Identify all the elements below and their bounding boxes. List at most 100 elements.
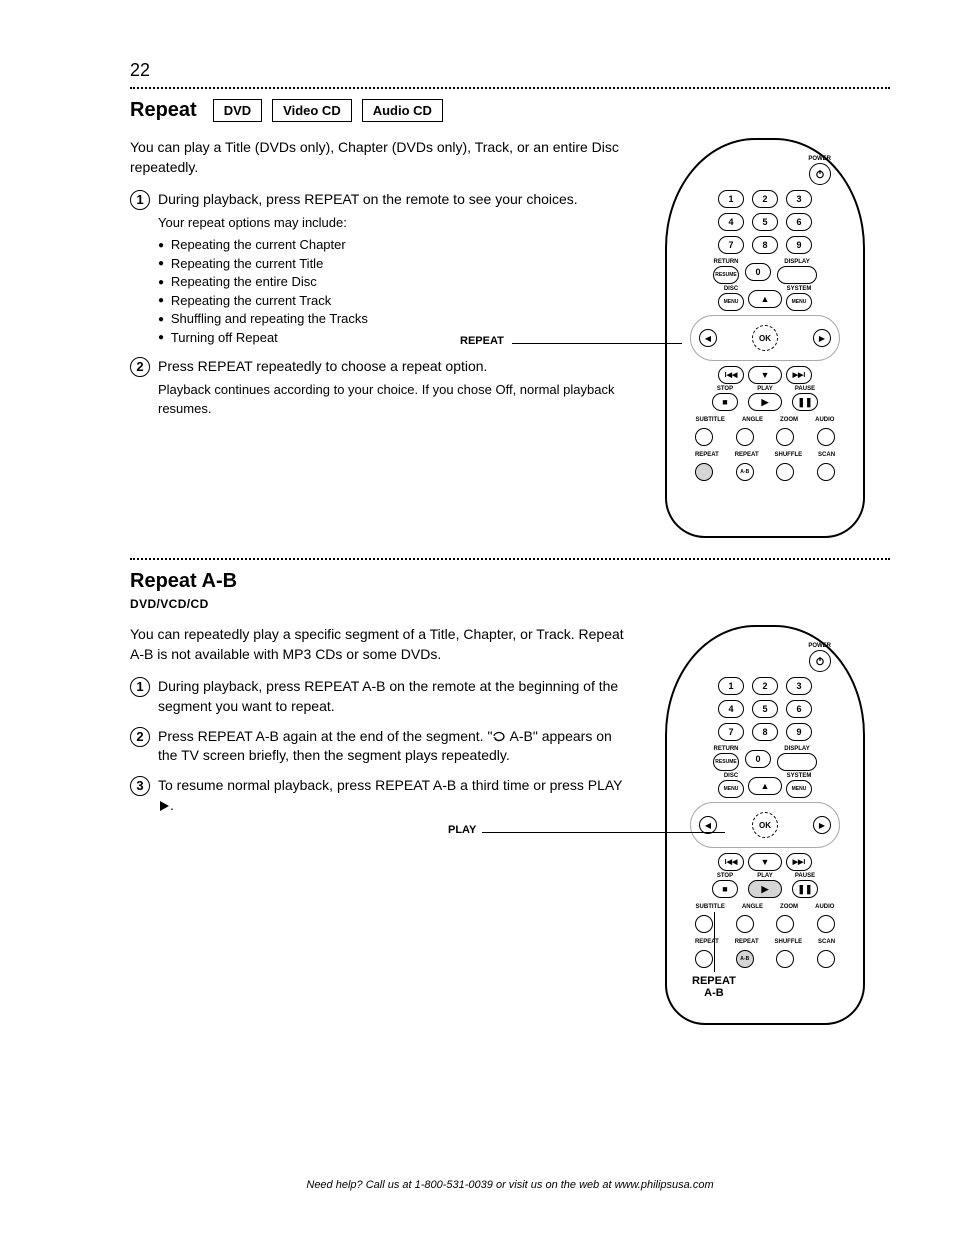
- num-2-button[interactable]: 2: [752, 677, 778, 695]
- power-button[interactable]: [809, 163, 831, 185]
- repeat-ab-icon: [492, 730, 506, 742]
- angle-button[interactable]: [736, 915, 754, 933]
- num-0-button[interactable]: 0: [745, 263, 771, 281]
- return-button[interactable]: RESUME: [713, 266, 739, 284]
- pause-button[interactable]: ❚❚: [792, 393, 818, 411]
- bullet-item: Repeating the current Title: [158, 255, 630, 273]
- down-arrow-button[interactable]: ▼: [748, 366, 782, 384]
- subtitle-button[interactable]: [695, 428, 713, 446]
- ok-button[interactable]: OK: [752, 325, 778, 351]
- section2-step2-text: Press REPEAT A-B again at the end of the…: [158, 727, 630, 767]
- pause-button[interactable]: ❚❚: [792, 880, 818, 898]
- power-label: POWER: [808, 156, 831, 162]
- section1-step2-sub: Playback continues according to your cho…: [158, 381, 630, 418]
- num-1-button[interactable]: 1: [718, 190, 744, 208]
- section2-intro: You can repeatedly play a specific segme…: [130, 625, 630, 665]
- up-arrow-button[interactable]: ▲: [748, 290, 782, 308]
- num-3-button[interactable]: 3: [786, 190, 812, 208]
- nav-pad: ◀OK▶: [690, 802, 840, 848]
- repeat-ab-button[interactable]: A-B: [736, 463, 754, 481]
- audio-button[interactable]: [817, 428, 835, 446]
- bullet-item: Shuffling and repeating the Tracks: [158, 310, 630, 328]
- right-arrow-button[interactable]: ▶: [813, 816, 831, 834]
- section2-step1-text: During playback, press REPEAT A-B on the…: [158, 677, 630, 717]
- bullet-item: Repeating the current Chapter: [158, 236, 630, 254]
- tag-vcd: Video CD: [272, 99, 352, 122]
- play-button[interactable]: ▶: [748, 880, 782, 898]
- power-button[interactable]: [809, 650, 831, 672]
- skip-next-button[interactable]: ▶▶I: [786, 366, 812, 384]
- zoom-button[interactable]: [776, 428, 794, 446]
- page-footer: Need help? Call us at 1-800-531-0039 or …: [130, 1179, 890, 1191]
- display-label: DISPLAY: [784, 746, 809, 752]
- left-arrow-button[interactable]: ◀: [699, 329, 717, 347]
- skip-prev-button[interactable]: I◀◀: [718, 853, 744, 871]
- audio-button[interactable]: [817, 915, 835, 933]
- system-menu-button[interactable]: MENU: [786, 293, 812, 311]
- shuffle-button[interactable]: [776, 463, 794, 481]
- return-label: RETURN: [714, 259, 739, 265]
- ok-button[interactable]: OK: [752, 812, 778, 838]
- angle-button[interactable]: [736, 428, 754, 446]
- num-6-button[interactable]: 6: [786, 700, 812, 718]
- section1-step1-sub: Your repeat options may include:: [158, 214, 630, 232]
- shuffle-button[interactable]: [776, 950, 794, 968]
- section2-columns: You can repeatedly play a specific segme…: [130, 625, 894, 1025]
- skip-next-button[interactable]: ▶▶I: [786, 853, 812, 871]
- row2-labels: REPEATREPEATSHUFFLESCAN: [681, 939, 849, 945]
- tag-audiocd: Audio CD: [362, 99, 443, 122]
- num-2-button[interactable]: 2: [752, 190, 778, 208]
- display-button[interactable]: [777, 266, 817, 284]
- num-9-button[interactable]: 9: [786, 236, 812, 254]
- repeat-ab-button[interactable]: A-B: [736, 950, 754, 968]
- num-7-button[interactable]: 7: [718, 236, 744, 254]
- play-label: PLAY: [757, 386, 772, 392]
- bullet-item: Repeating the entire Disc: [158, 273, 630, 291]
- callout-repeatab-label: REPEAT A-B: [692, 975, 736, 999]
- disc-menu-button[interactable]: MENU: [718, 293, 744, 311]
- system-label: SYSTEM: [787, 286, 812, 292]
- repeat-button[interactable]: [695, 950, 713, 968]
- section2-step3-text: To resume normal playback, press REPEAT …: [158, 776, 630, 816]
- section1-step1-text: During playback, press REPEAT on the rem…: [158, 190, 578, 210]
- num-4-button[interactable]: 4: [718, 213, 744, 231]
- num-6-button[interactable]: 6: [786, 213, 812, 231]
- return-button[interactable]: RESUME: [713, 753, 739, 771]
- system-menu-button[interactable]: MENU: [786, 780, 812, 798]
- zoom-button[interactable]: [776, 915, 794, 933]
- num-5-button[interactable]: 5: [752, 700, 778, 718]
- num-5-button[interactable]: 5: [752, 213, 778, 231]
- scan-button[interactable]: [817, 463, 835, 481]
- section2-remote-col: POWER123456789RETURNRESUME0DISPLAYDISCME…: [650, 625, 880, 1025]
- play-button[interactable]: ▶: [748, 393, 782, 411]
- display-button[interactable]: [777, 753, 817, 771]
- num-0-button[interactable]: 0: [745, 750, 771, 768]
- num-4-button[interactable]: 4: [718, 700, 744, 718]
- down-arrow-button[interactable]: ▼: [748, 853, 782, 871]
- num-7-button[interactable]: 7: [718, 723, 744, 741]
- num-8-button[interactable]: 8: [752, 236, 778, 254]
- repeat-button[interactable]: [695, 463, 713, 481]
- subtitle-button[interactable]: [695, 915, 713, 933]
- num-9-button[interactable]: 9: [786, 723, 812, 741]
- callout-line-repeatab: [714, 912, 715, 972]
- num-1-button[interactable]: 1: [718, 677, 744, 695]
- scan-button[interactable]: [817, 950, 835, 968]
- stop-button[interactable]: ■: [712, 393, 738, 411]
- callout-repeat-label: REPEAT: [460, 335, 504, 347]
- num-3-button[interactable]: 3: [786, 677, 812, 695]
- num-8-button[interactable]: 8: [752, 723, 778, 741]
- section2-subtitle: DVD/VCD/CD: [130, 597, 894, 611]
- skip-prev-button[interactable]: I◀◀: [718, 366, 744, 384]
- step-number-1b-icon: 1: [130, 677, 150, 697]
- right-arrow-button[interactable]: ▶: [813, 329, 831, 347]
- divider-top: [130, 87, 890, 89]
- step-number-1-icon: 1: [130, 190, 150, 210]
- stop-label: STOP: [717, 873, 733, 879]
- disc-menu-button[interactable]: MENU: [718, 780, 744, 798]
- nav-pad: ◀ OK ▶: [690, 315, 840, 361]
- section2-step3-post: .: [170, 797, 174, 813]
- up-arrow-button[interactable]: ▲: [748, 777, 782, 795]
- stop-button[interactable]: ■: [712, 880, 738, 898]
- play-triangle-icon: [158, 800, 170, 812]
